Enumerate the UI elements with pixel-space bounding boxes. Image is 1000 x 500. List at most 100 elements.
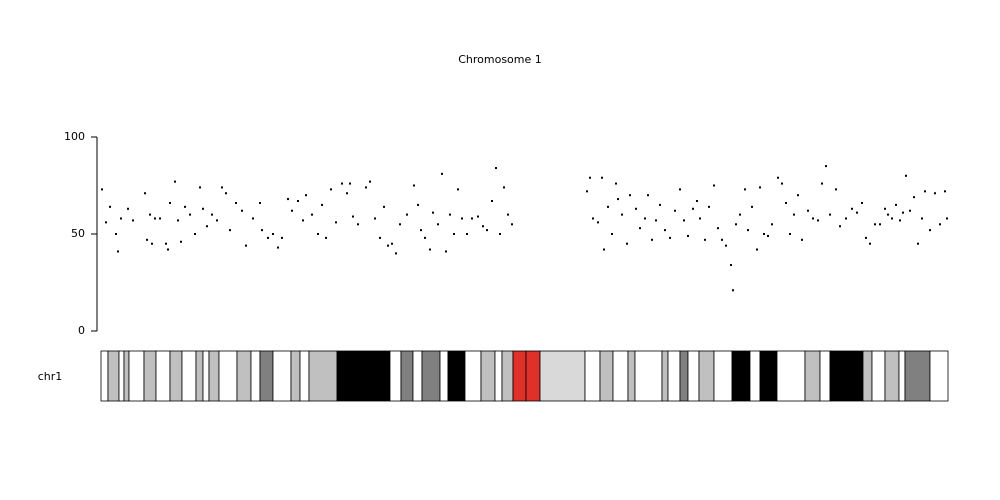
ideogram-band bbox=[236, 350, 252, 402]
point bbox=[704, 238, 706, 241]
point bbox=[825, 165, 827, 168]
ideogram-band bbox=[904, 350, 931, 402]
point bbox=[884, 207, 886, 210]
point bbox=[225, 192, 227, 195]
point bbox=[732, 289, 734, 292]
ideogram-band bbox=[128, 350, 145, 402]
point bbox=[934, 192, 936, 195]
point bbox=[777, 176, 779, 179]
point bbox=[151, 242, 153, 245]
point bbox=[807, 209, 809, 212]
ideogram-band bbox=[447, 350, 466, 402]
ideogram-band bbox=[259, 350, 274, 402]
point bbox=[592, 217, 594, 220]
point bbox=[305, 194, 307, 197]
point bbox=[399, 223, 401, 226]
point bbox=[115, 233, 117, 235]
point bbox=[617, 198, 619, 201]
ideogram-band bbox=[634, 350, 663, 402]
ideogram-band bbox=[123, 350, 130, 402]
point bbox=[708, 205, 710, 208]
point bbox=[206, 225, 208, 228]
point bbox=[692, 207, 694, 210]
point bbox=[349, 182, 351, 185]
point bbox=[744, 188, 746, 191]
point bbox=[445, 250, 447, 253]
point bbox=[105, 221, 107, 224]
ideogram-band bbox=[389, 350, 402, 402]
point bbox=[589, 176, 591, 179]
point bbox=[395, 252, 397, 255]
point bbox=[902, 211, 904, 214]
point bbox=[944, 190, 946, 193]
point bbox=[229, 229, 231, 232]
y-tick-label: 50 bbox=[71, 227, 85, 240]
point bbox=[909, 209, 911, 212]
point bbox=[432, 211, 434, 214]
ideogram-band bbox=[929, 350, 949, 402]
point bbox=[482, 225, 484, 228]
point bbox=[629, 194, 631, 197]
point bbox=[869, 242, 871, 245]
ideogram-band bbox=[759, 350, 778, 402]
point bbox=[597, 221, 599, 224]
point bbox=[683, 219, 685, 222]
point bbox=[812, 217, 814, 220]
point bbox=[664, 229, 666, 232]
point bbox=[165, 242, 167, 245]
point bbox=[507, 213, 509, 216]
point bbox=[449, 213, 451, 216]
ideogram-band bbox=[819, 350, 831, 402]
point bbox=[679, 188, 681, 191]
point bbox=[245, 244, 247, 247]
ideogram-band bbox=[208, 350, 220, 402]
point bbox=[789, 233, 791, 235]
point bbox=[335, 221, 337, 224]
ideogram-band bbox=[181, 350, 197, 402]
point bbox=[713, 184, 715, 187]
point bbox=[946, 217, 948, 220]
ideogram-band bbox=[439, 350, 449, 402]
ideogram-band bbox=[412, 350, 423, 402]
point bbox=[477, 215, 479, 218]
ideogram-band bbox=[525, 350, 541, 402]
point bbox=[839, 225, 841, 228]
point bbox=[211, 213, 213, 216]
point bbox=[252, 217, 254, 220]
point bbox=[291, 209, 293, 212]
point bbox=[895, 203, 897, 206]
ideogram-band bbox=[118, 350, 125, 402]
ideogram-band bbox=[667, 350, 681, 402]
point bbox=[767, 234, 769, 237]
ideogram-band bbox=[884, 350, 900, 402]
point bbox=[851, 207, 853, 210]
point bbox=[180, 240, 182, 243]
point bbox=[899, 219, 901, 222]
ideogram-band bbox=[713, 350, 733, 402]
point bbox=[101, 188, 103, 191]
point bbox=[491, 200, 493, 203]
ideogram-band bbox=[687, 350, 700, 402]
point bbox=[763, 233, 765, 235]
point bbox=[674, 209, 676, 212]
point bbox=[511, 223, 513, 226]
point bbox=[793, 213, 795, 216]
point bbox=[194, 233, 196, 235]
point bbox=[626, 242, 628, 245]
point bbox=[771, 223, 773, 226]
point bbox=[167, 248, 169, 251]
point bbox=[365, 186, 367, 189]
point bbox=[146, 238, 148, 241]
point bbox=[109, 205, 111, 208]
point bbox=[169, 201, 171, 204]
point bbox=[330, 188, 332, 191]
point bbox=[199, 186, 201, 189]
ideogram-band bbox=[250, 350, 261, 402]
point bbox=[453, 233, 455, 235]
point bbox=[921, 217, 923, 220]
point bbox=[586, 190, 588, 193]
ideogram-band bbox=[308, 350, 338, 402]
point bbox=[879, 223, 881, 226]
point bbox=[495, 167, 497, 170]
